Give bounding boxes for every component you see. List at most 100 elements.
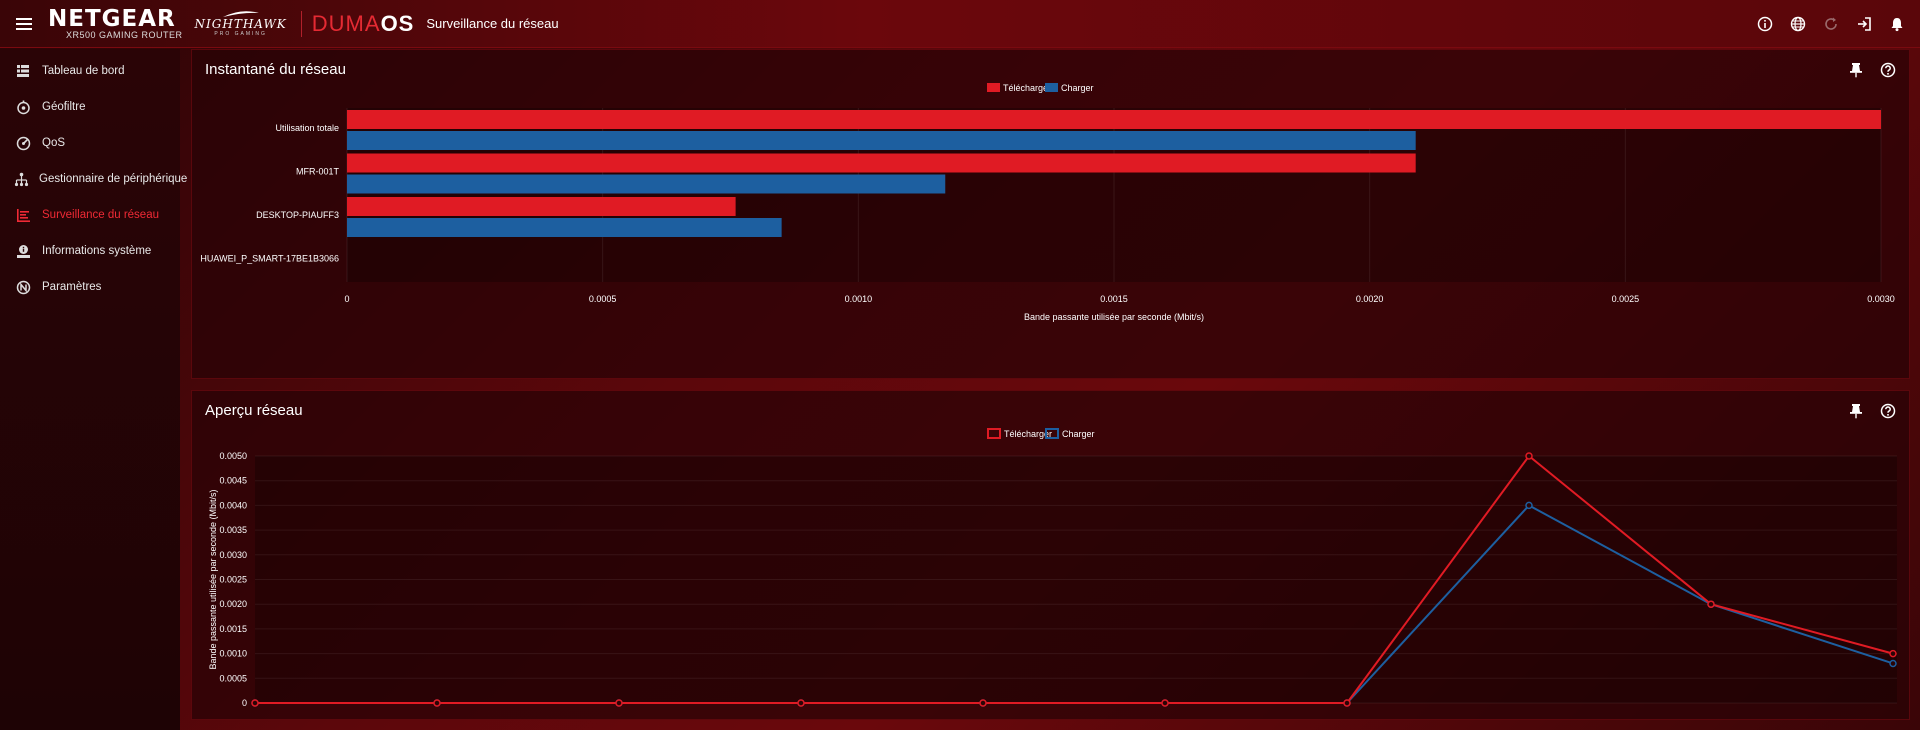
settings-icon <box>14 278 32 296</box>
data-point-download[interactable] <box>1889 649 1897 658</box>
x-tick-label: 0.0025 <box>1612 294 1640 304</box>
bandwidth-bar-chart: Télécharger Charger 0 0.0005 0.0010 0.0015 0.… <box>200 83 1895 322</box>
legend-label-download: Télécharger <box>1004 429 1052 439</box>
legend-download[interactable]: Télécharger <box>987 428 1052 439</box>
brand-name: NETGEAR <box>48 5 176 32</box>
bandwidth-line-chart: Télécharger Charger 0 0.0005 0.0010 0.0015 0.… <box>208 428 1897 708</box>
top-actions <box>1755 0 1906 48</box>
bar-download[interactable] <box>347 153 1416 173</box>
category-label: HUAWEI_P_SMART-17BE1B3066 <box>200 254 339 264</box>
y-tick-label: 0.0045 <box>219 476 247 486</box>
y-tick-label: 0.0005 <box>219 673 247 683</box>
sidebar-item-label: Informations système <box>42 245 152 257</box>
data-point-download[interactable] <box>615 699 623 707</box>
sidebar-item-settings[interactable]: Paramètres <box>0 269 180 305</box>
sidebar-item-network-monitor[interactable]: Surveillance du réseau <box>0 197 180 233</box>
data-point-download[interactable] <box>979 699 987 707</box>
info-icon[interactable] <box>1755 15 1774 34</box>
sidebar-item-system-info[interactable]: Informations système <box>0 233 180 269</box>
menu-icon[interactable] <box>0 0 48 48</box>
qos-icon <box>14 134 32 152</box>
panel-title: Instantané du réseau <box>205 61 346 78</box>
y-tick-label: 0.0050 <box>219 451 247 461</box>
data-point-download[interactable] <box>251 699 259 707</box>
panel-actions <box>1847 61 1897 79</box>
sidebar-item-label: Surveillance du réseau <box>42 209 159 221</box>
data-point-upload[interactable] <box>1889 659 1897 668</box>
x-tick-label: 0.0010 <box>845 294 873 304</box>
top-bar: NETGEAR XR500 GAMING ROUTER NIGHTHAWK PR… <box>0 0 1920 48</box>
help-icon[interactable] <box>1879 61 1897 79</box>
series-line-download <box>255 455 1894 704</box>
legend-label-download: Télécharger <box>1003 83 1051 93</box>
data-point-download[interactable] <box>797 699 805 707</box>
data-point-download[interactable] <box>1343 699 1351 707</box>
y-tick-label: 0.0020 <box>219 599 247 609</box>
y-tick-label: 0.0035 <box>219 525 247 535</box>
netgear-logo: NETGEAR XR500 GAMING ROUTER <box>48 5 183 40</box>
geofilter-icon <box>14 98 32 116</box>
legend-swatch-download <box>987 428 1001 439</box>
panel-title: Aperçu réseau <box>205 402 303 419</box>
pin-icon[interactable] <box>1847 61 1865 79</box>
x-tick-label: 0.0005 <box>589 294 617 304</box>
legend-swatch-upload <box>1045 83 1058 92</box>
sidebar-item-device-manager[interactable]: Gestionnaire de périphérique <box>0 161 187 197</box>
bar-download[interactable] <box>347 197 736 216</box>
plot-area <box>255 456 1897 703</box>
network-monitor-icon <box>14 206 32 224</box>
pin-icon[interactable] <box>1847 402 1865 420</box>
sidebar-item-label: Géofiltre <box>42 101 86 113</box>
sidebar-item-label: QoS <box>42 137 66 149</box>
panel-actions <box>1847 402 1897 420</box>
bar-upload[interactable] <box>347 218 782 237</box>
page-title: Surveillance du réseau <box>426 16 559 31</box>
bell-icon[interactable] <box>1887 15 1906 34</box>
legend-download[interactable]: Télécharger <box>987 83 1051 93</box>
y-tick-label: 0.0030 <box>219 550 247 560</box>
category-label: DESKTOP-PIAUFF3 <box>256 210 339 220</box>
legend-label-upload: Charger <box>1061 83 1094 93</box>
dashboard-icon <box>14 62 32 80</box>
bar-upload[interactable] <box>347 174 946 194</box>
sidebar-item-geofilter[interactable]: Géofiltre <box>0 89 180 125</box>
network-overview-panel: Aperçu réseau Télécharger Charger 0 0.0005… <box>191 390 1910 720</box>
y-axis-label: Bande passante utilisée par seconde (Mbi… <box>208 489 218 669</box>
y-tick-label: 0.0015 <box>219 624 247 634</box>
legend-label-upload: Charger <box>1062 429 1095 439</box>
data-point-download[interactable] <box>1525 452 1533 460</box>
bar-download[interactable] <box>347 110 1881 129</box>
legend-swatch-upload <box>1045 428 1059 439</box>
sidebar: Tableau de bord Géofiltre QoS Gestionnai… <box>0 49 187 730</box>
category-label: MFR-001T <box>296 167 340 177</box>
data-point-upload[interactable] <box>1525 501 1533 510</box>
sidebar-item-label: Gestionnaire de périphérique <box>39 173 188 185</box>
nighthawk-logo: NIGHTHAWK PRO GAMING <box>195 10 287 37</box>
y-tick-label: 0 <box>242 698 247 708</box>
sidebar-item-dashboard[interactable]: Tableau de bord <box>0 53 180 89</box>
network-snapshot-panel: Instantané du réseau Télécharger Charger … <box>191 49 1910 379</box>
data-point-download[interactable] <box>433 699 441 707</box>
x-tick-label: 0.0030 <box>1867 294 1895 304</box>
logout-icon[interactable] <box>1854 15 1873 34</box>
legend-upload[interactable]: Charger <box>1045 428 1095 439</box>
data-point-download[interactable] <box>1161 699 1169 707</box>
globe-icon[interactable] <box>1788 15 1807 34</box>
help-icon[interactable] <box>1879 402 1897 420</box>
sidebar-item-qos[interactable]: QoS <box>0 125 180 161</box>
y-tick-label: 0.0010 <box>219 649 247 659</box>
x-tick-label: 0.0015 <box>1100 294 1128 304</box>
y-tick-label: 0.0025 <box>219 575 247 585</box>
nighthawk-wing-icon <box>222 11 259 17</box>
system-info-icon <box>14 242 32 260</box>
y-tick-label: 0.0040 <box>219 500 247 510</box>
legend-upload[interactable]: Charger <box>1045 83 1094 93</box>
category-label: Utilisation totale <box>275 123 339 133</box>
refresh-icon[interactable] <box>1821 15 1840 34</box>
legend-swatch-download <box>987 83 1000 92</box>
bar-upload[interactable] <box>347 131 1416 150</box>
data-point-download[interactable] <box>1707 600 1715 608</box>
dumaos-logo: DUMAOS <box>311 10 415 36</box>
header-divider <box>300 10 302 37</box>
sidebar-item-label: Tableau de bord <box>42 65 125 77</box>
